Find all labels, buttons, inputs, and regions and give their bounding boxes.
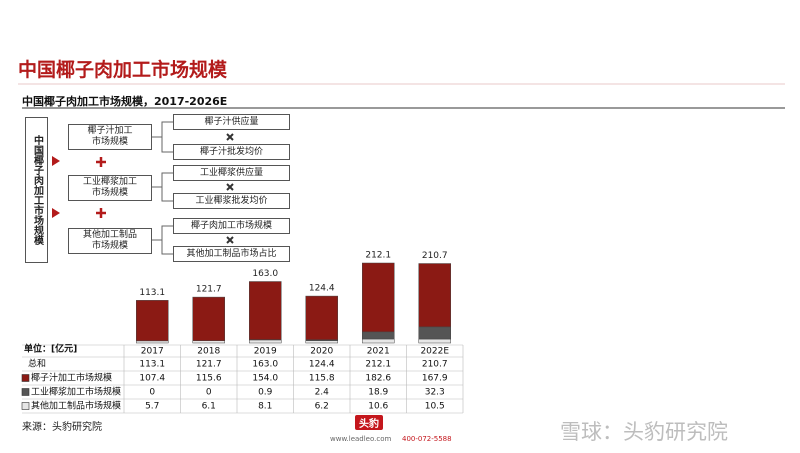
table-cell: 10.5 [425,402,445,412]
x-tick-label: 2022E [420,347,449,357]
group-label: 工业椰浆加工 [82,177,137,187]
bar-segment [305,295,338,341]
group-label: 市场规模 [91,188,128,198]
table-cell: 18.9 [368,388,388,398]
x-tick-label: 2020 [310,347,333,357]
legend-label: 其他加工制品市场规模 [31,400,121,412]
table-cell: 6.1 [202,402,216,412]
bar-segment [305,340,338,344]
factor-box: 椰子汁供应量 [173,114,290,130]
connectors [152,121,173,255]
table-cell: 115.8 [309,374,335,384]
bar-segment [362,331,395,340]
phone: 400-072-5588 [402,435,452,443]
table-cell: 0 [149,388,155,398]
table-cell: 2.4 [315,388,330,398]
watermark: 雪球：头豹研究院 [560,420,728,444]
unit-label: 单位：[亿元] [24,343,77,355]
bar-segment [362,262,395,333]
total-label: 121.7 [196,285,222,295]
table-cell: 8.1 [258,402,272,412]
table-cell: 210.7 [422,360,448,370]
x-tick-label: 2019 [254,347,277,357]
bar-segment [136,300,169,342]
bar-segment [249,339,282,344]
page-title: 中国椰子肉加工市场规模 [18,59,228,81]
table-cell: 6.2 [315,402,329,412]
times-signs [226,133,234,244]
table-cell: 124.4 [309,360,335,370]
factor-box: 工业椰浆批发均价 [173,193,290,209]
total-label: 163.0 [252,269,278,279]
table-cell: 0.9 [258,388,273,398]
factor-box: 椰子汁批发均价 [173,144,290,160]
total-label: 212.1 [365,251,391,261]
x-tick-label: 2018 [197,347,220,357]
group-label: 市场规模 [91,241,128,251]
table-cell: 182.6 [365,374,391,384]
legend-swatch [21,374,30,382]
subtitle: 中国椰子肉加工市场规模，2017-2026E [22,95,228,108]
group-box: 其他加工制品 市场规模 [68,228,152,254]
diagram-root: 中国椰子肉加工市场规模 [25,117,48,263]
legend-swatch [21,402,30,410]
table-cell: 0 [206,388,212,398]
table-cell: 32.3 [425,388,445,398]
arrows [52,156,60,218]
plus-signs [96,157,106,218]
table-cell: 107.4 [139,374,165,384]
table-cell: 115.6 [196,374,222,384]
logo: 头豹 [355,415,383,430]
total-label: 210.7 [422,251,448,261]
legend-swatch [21,388,30,396]
bar-segment [418,338,451,344]
group-box: 椰子汁加工 市场规模 [68,124,152,150]
bar-segment [418,326,451,340]
factor-box: 椰子肉加工市场规模 [173,218,290,234]
bar-segment [362,338,395,344]
bar-segment [249,281,282,340]
legend-label: 工业椰浆加工市场规模 [31,386,121,398]
table-cell: 167.9 [422,374,448,384]
total-label: 124.4 [309,284,335,294]
x-tick-label: 2017 [141,347,164,357]
bar-segment [136,340,169,344]
factor-box: 其他加工制品市场占比 [173,246,290,262]
bar-segment [192,340,225,344]
factor-box: 工业椰浆供应量 [173,165,290,181]
table-cell: 163.0 [252,360,278,370]
table-cell: 113.1 [139,360,165,370]
x-tick-label: 2021 [367,347,390,357]
table-cell: 212.1 [365,360,391,370]
table-cell: 10.6 [368,402,388,412]
group-label: 其他加工制品 [82,230,137,240]
table-cell: 121.7 [196,360,222,370]
table-cell: 154.0 [252,374,278,384]
bar-segment [192,296,225,341]
bar-segment [418,263,451,328]
legend-label: 椰子汁加工市场规模 [31,372,112,384]
site: www.leadleo.com [330,435,392,443]
group-label: 市场规模 [91,137,128,147]
group-box: 工业椰浆加工 市场规模 [68,175,152,201]
source: 来源：头豹研究院 [22,422,102,433]
row-label: 总和 [28,358,46,370]
table-cell: 5.7 [145,402,159,412]
total-label: 113.1 [139,288,165,298]
group-label: 椰子汁加工 [87,126,133,136]
